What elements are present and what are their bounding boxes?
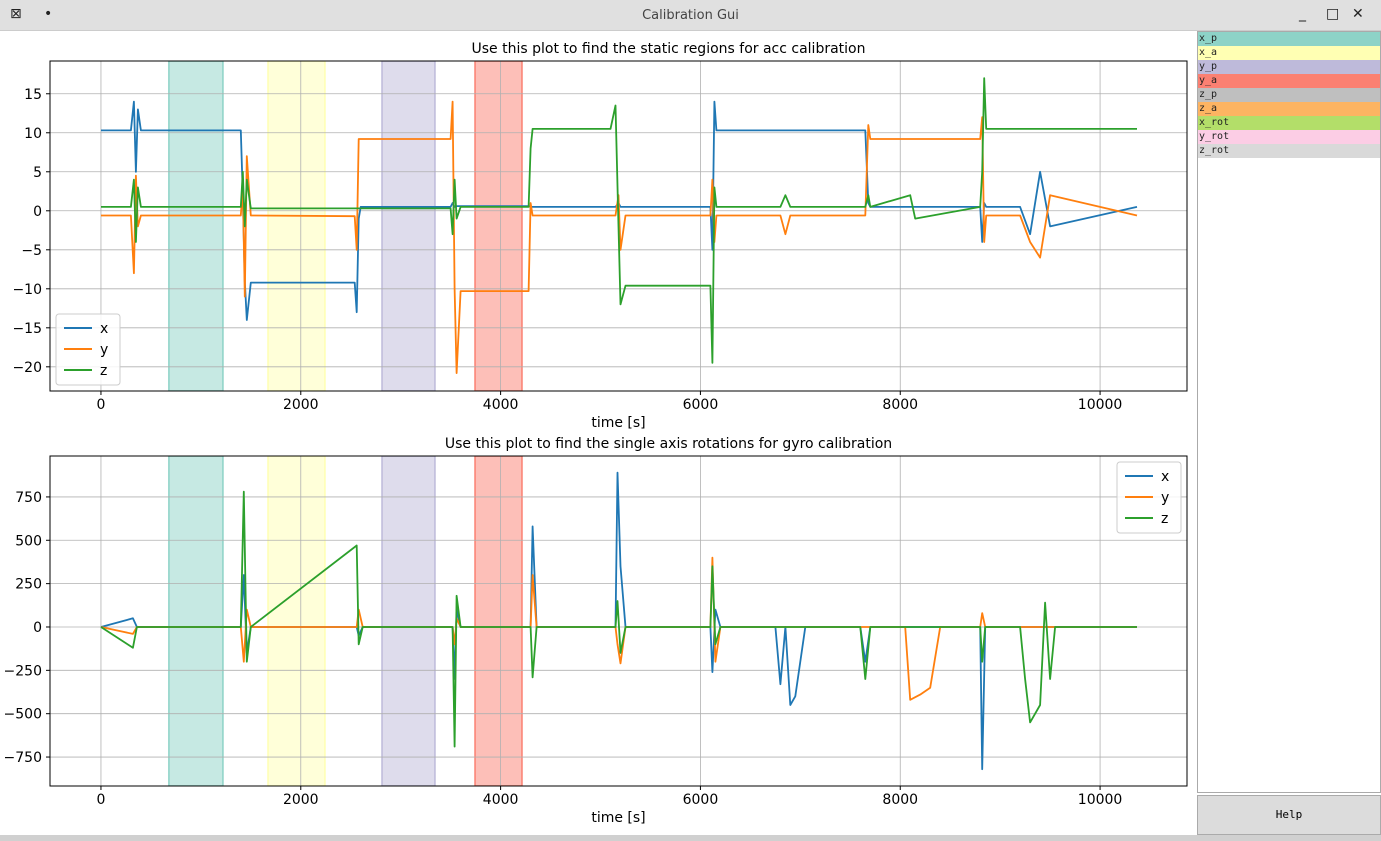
calibration-span xyxy=(381,61,436,391)
region-item[interactable]: x_rot xyxy=(1198,116,1380,130)
y-tick-label: 500 xyxy=(15,533,42,549)
y-tick-label: −20 xyxy=(12,360,42,376)
x-tick-label: 2000 xyxy=(283,397,319,413)
calibration-span xyxy=(267,456,326,786)
y-tick-label: 10 xyxy=(24,126,42,142)
x-tick-label: 0 xyxy=(96,792,105,808)
app-icon: ⊠ xyxy=(10,6,22,22)
y-axis-label: acceleration [m/s²] xyxy=(0,160,2,293)
minimize-button[interactable]: _ xyxy=(1299,6,1306,22)
pin-button[interactable]: • xyxy=(44,6,53,22)
x-tick-label: 8000 xyxy=(882,397,918,413)
x-axis-label: time [s] xyxy=(591,415,645,431)
region-item[interactable]: z_rot xyxy=(1198,144,1380,158)
y-tick-label: 250 xyxy=(15,577,42,593)
x-tick-label: 4000 xyxy=(483,792,519,808)
y-tick-label: −750 xyxy=(4,750,42,766)
y-tick-label: −10 xyxy=(12,282,42,298)
region-item[interactable]: x_a xyxy=(1198,46,1380,60)
figure: 0 2000 4000 6000 8000 10000 −20 −15 −10 −5 0 5 10 15 U… xyxy=(0,41,1188,826)
legend-label: z xyxy=(1161,511,1168,527)
legend-label: z xyxy=(100,363,107,379)
region-item[interactable]: x_p xyxy=(1198,32,1380,46)
legend-label: x xyxy=(1161,469,1169,485)
title-bar: ⊠ • Calibration Gui _ □ ✕ xyxy=(0,0,1381,31)
legend-label: x xyxy=(100,321,108,337)
x-tick-label: 8000 xyxy=(882,792,918,808)
y-tick-label: −250 xyxy=(4,663,42,679)
plot-frame xyxy=(49,455,1188,787)
chart-title: Use this plot to find the static regions… xyxy=(472,41,866,57)
y-tick-label: −5 xyxy=(21,243,42,259)
calibration-span xyxy=(267,61,326,391)
calibration-span xyxy=(168,61,224,391)
maximize-button[interactable]: □ xyxy=(1326,6,1340,22)
desktop-strip xyxy=(0,835,1381,841)
region-item[interactable]: y_rot xyxy=(1198,130,1380,144)
legend-label: y xyxy=(1161,490,1169,506)
x-tick-label: 2000 xyxy=(283,792,319,808)
x-axis-label: time [s] xyxy=(591,810,645,826)
region-list: x_p x_a y_p y_a z_p z_a x_rot y_rot z_rot xyxy=(1197,31,1381,793)
chart-title: Use this plot to find the single axis ro… xyxy=(445,436,892,452)
help-button[interactable]: Help xyxy=(1197,795,1381,835)
x-tick-label: 6000 xyxy=(683,397,719,413)
calibration-span xyxy=(168,456,224,786)
x-tick-label: 4000 xyxy=(483,397,519,413)
data-line xyxy=(101,77,1137,364)
y-tick-label: −500 xyxy=(4,707,42,723)
x-tick-label: 10000 xyxy=(1078,792,1123,808)
window-title: Calibration Gui xyxy=(642,8,739,23)
region-item[interactable]: y_p xyxy=(1198,60,1380,74)
y-tick-label: 5 xyxy=(33,165,42,181)
x-tick-label: 0 xyxy=(96,397,105,413)
x-tick-label: 10000 xyxy=(1078,397,1123,413)
close-button[interactable]: ✕ xyxy=(1352,6,1364,22)
calibration-span xyxy=(474,61,523,391)
y-tick-label: −15 xyxy=(12,321,42,337)
y-tick-label: 750 xyxy=(15,490,42,506)
plot-frame xyxy=(49,60,1188,392)
y-tick-label: 15 xyxy=(24,87,42,103)
data-line xyxy=(100,490,1137,748)
legend-label: y xyxy=(100,342,108,358)
region-item[interactable]: y_a xyxy=(1198,74,1380,88)
x-tick-label: 6000 xyxy=(683,792,719,808)
region-item[interactable]: z_p xyxy=(1198,88,1380,102)
y-tick-label: 0 xyxy=(33,620,42,636)
region-item[interactable]: z_a xyxy=(1198,102,1380,116)
data-line xyxy=(101,100,1138,374)
y-tick-label: 0 xyxy=(33,204,42,220)
calibration-span xyxy=(381,456,436,786)
calibration-span xyxy=(474,456,523,786)
